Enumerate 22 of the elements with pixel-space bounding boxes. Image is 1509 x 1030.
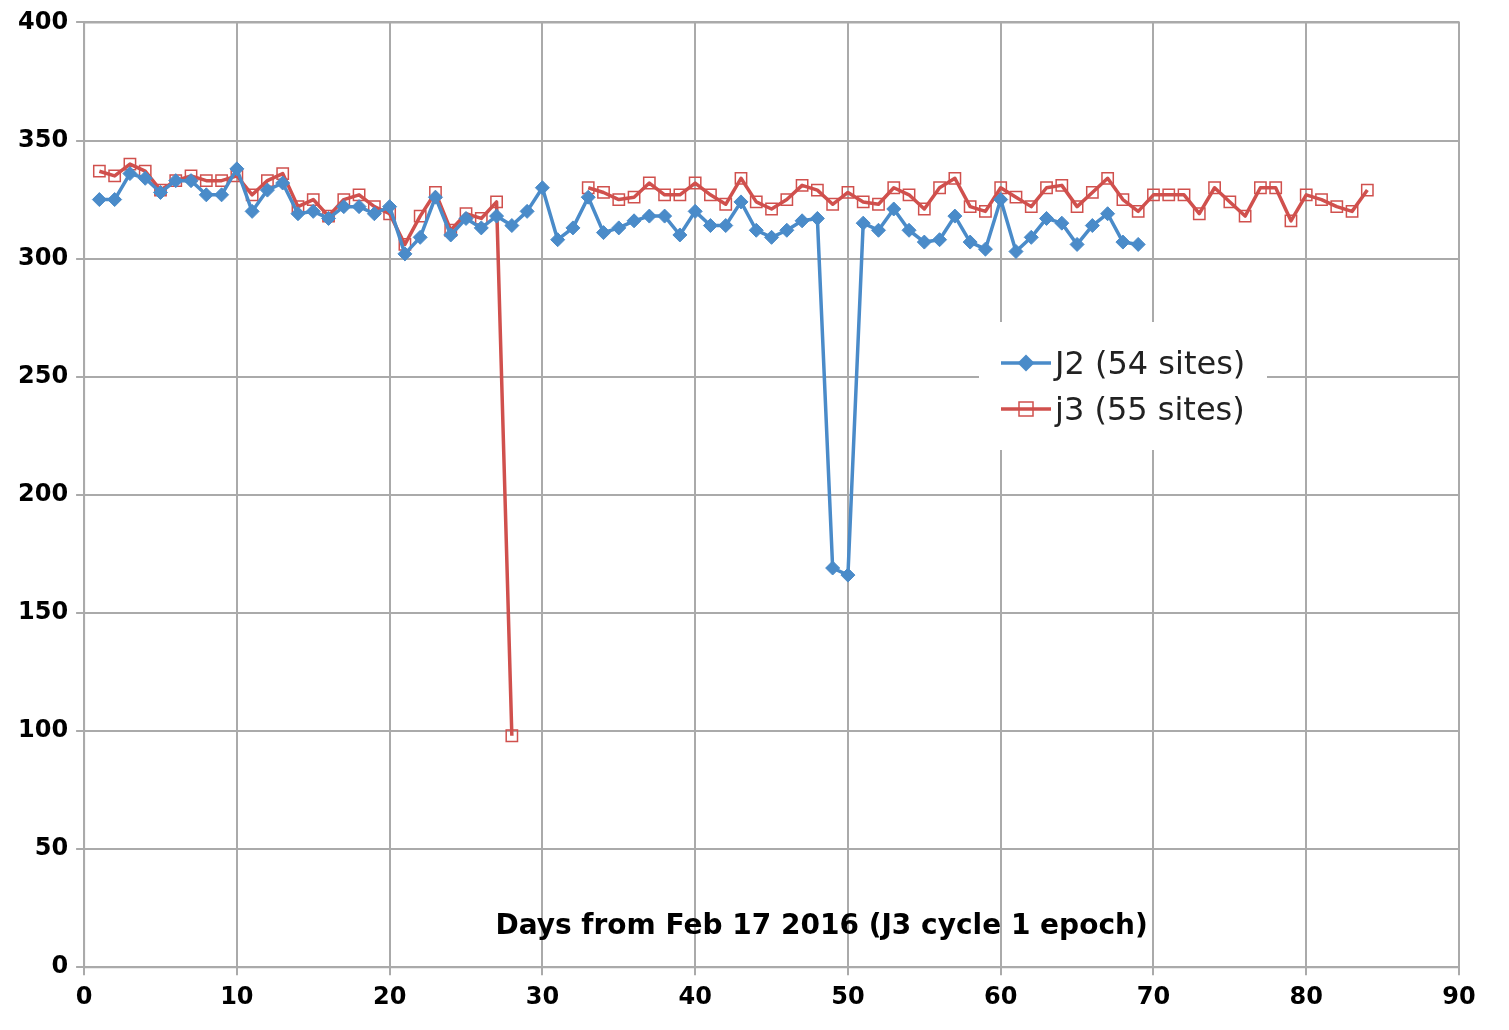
x-tick-label: 30: [525, 981, 560, 1010]
x-tick-label: 60: [984, 981, 1018, 1010]
x-tick-label: 80: [1289, 981, 1323, 1010]
y-tick-label: 0: [51, 951, 69, 980]
x-tick-label: 50: [831, 981, 865, 1010]
x-tick-label: 40: [678, 981, 712, 1010]
x-tick-label: 90: [1442, 981, 1476, 1010]
y-tick-label: 400: [17, 6, 69, 35]
x-tick-label: 10: [220, 981, 254, 1010]
x-tick-label: 20: [372, 981, 407, 1010]
y-tick-label: 100: [17, 715, 69, 744]
x-tick-label: 70: [1136, 981, 1171, 1010]
y-tick-label: 300: [17, 242, 69, 271]
x-tick-label: 0: [75, 981, 93, 1010]
y-tick-label: 250: [17, 360, 69, 389]
y-tick-label: 200: [17, 479, 69, 508]
legend-label: j3 (55 sites): [1055, 390, 1245, 429]
y-tick-label: 350: [17, 124, 69, 153]
y-tick-label: 150: [17, 597, 69, 626]
legend-label: J2 (54 sites): [1055, 344, 1246, 383]
y-tick-label: 50: [34, 833, 69, 862]
x-axis-title: Days from Feb 17 2016 (J3 cycle 1 epoch): [495, 908, 1148, 942]
